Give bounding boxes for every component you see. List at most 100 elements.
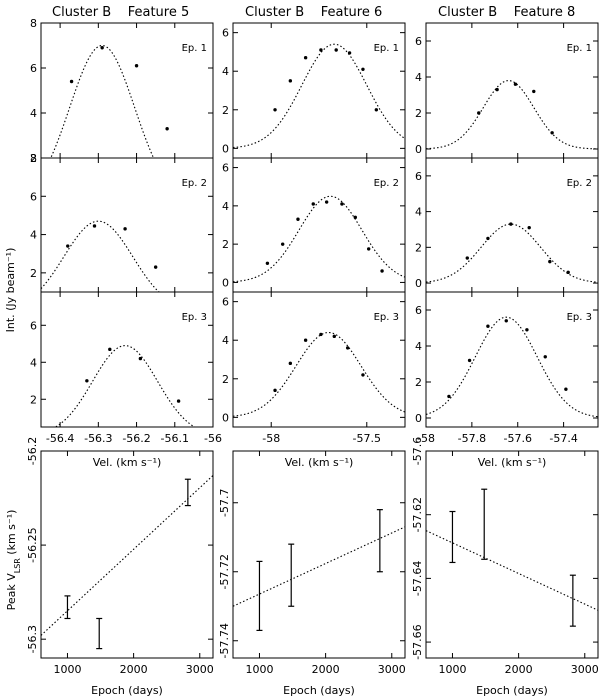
col2-panel0-ytick-label-2: 4 — [415, 71, 422, 84]
col2-epoch-panel-epoch-axis-label: Epoch (days) — [476, 684, 548, 697]
col0-panel0-data-point-2 — [134, 64, 139, 68]
col0-panel0-data-point-1 — [100, 46, 104, 50]
col1-epoch-panel-xtick-label-0: 1000 — [245, 663, 273, 676]
col2-epoch-panel-frame — [425, 450, 599, 659]
col1-panel0-data-point-2 — [303, 56, 308, 60]
col1-epoch-panel-epoch-axis-label: Epoch (days) — [283, 684, 355, 697]
col0-vel-tick-label-2: -56.2 — [122, 432, 150, 445]
col0-velocity-axis-label: Vel. (km s⁻¹) — [93, 456, 162, 469]
col0-epoch-panel-xtick-label-0: 1000 — [53, 663, 81, 676]
col0-epoch-panel-ytick-label-1: -56.25 — [26, 527, 39, 562]
col1-panel2-data-point-0 — [273, 388, 277, 393]
col1-panel2-ytick-label-1: 2 — [222, 373, 229, 386]
col2-panel0-fit-curve — [425, 80, 599, 150]
col2-panel0-data-point-1 — [495, 87, 499, 92]
col0-epoch-panel-ytick-label-2: -56.2 — [26, 437, 39, 465]
col2-panel0-ytick-label-0: 0 — [415, 143, 422, 156]
col0-panel0-ytick-label-0: 2 — [30, 152, 37, 165]
col1-panel2-ytick-label-0: 0 — [222, 411, 229, 424]
col2-epoch-panel-xtick-label-1: 2000 — [505, 663, 533, 676]
col1-panel2-frame — [232, 291, 406, 428]
col0-panel2-frame — [40, 291, 214, 428]
col2-vel-tick-label-0: -58 — [417, 432, 435, 445]
col0-vel-tick-label-3: -56.1 — [161, 432, 189, 445]
col0-panel2-ytick-label-0: 2 — [30, 393, 37, 406]
col1-panel0-ytick-label-2: 4 — [222, 65, 229, 78]
col0-panel1-fit-curve — [40, 220, 213, 293]
col0-panel2-ytick-label-2: 6 — [30, 319, 37, 332]
col2-vel-tick-label-3: -57.4 — [549, 432, 577, 445]
col1-panel0-data-point-1 — [288, 79, 293, 83]
col2-velocity-axis-label: Vel. (km s⁻¹) — [478, 456, 547, 469]
col1-panel2-data-point-1 — [288, 361, 293, 366]
col0-epoch-panel-fit-line — [40, 475, 214, 636]
col2-panel2-ytick-label-1: 2 — [415, 376, 422, 389]
col0-panel2-data-point-3 — [176, 399, 181, 403]
col1-panel1-ytick-label-2: 4 — [222, 200, 229, 213]
col2-panel0-ytick-label-1: 2 — [415, 107, 422, 120]
col2-panel1-data-point-0 — [465, 256, 469, 260]
col2-panel1-ytick-label-3: 6 — [415, 170, 422, 183]
col2-panel1-ytick-label-2: 4 — [415, 206, 422, 219]
col2-panel1-data-point-1 — [486, 236, 490, 241]
col1-panel0-data-point-4 — [334, 48, 338, 52]
col2-panel2-data-point-6 — [564, 387, 568, 391]
col1-panel0-data-point-0 — [273, 108, 277, 112]
col1-panel2-data-point-2 — [303, 338, 308, 342]
col1-panel1-data-point-2 — [296, 217, 300, 221]
col0-panel1-ytick-label-2: 6 — [30, 190, 37, 203]
col1-panel2-ytick-label-2: 4 — [222, 334, 229, 347]
col2-panel2-frame — [425, 291, 599, 428]
col1-panel0-epoch-label: Ep. 1 — [374, 43, 399, 54]
col0-epoch-panel-xtick-label-2: 3000 — [186, 663, 214, 676]
col1-epoch-panel-xtick-label-2: 3000 — [378, 663, 406, 676]
col2-panel1-ytick-label-0: 0 — [415, 277, 422, 290]
col1-vel-tick-label-1: -57.5 — [353, 432, 381, 445]
col1-panel2-data-point-4 — [332, 334, 336, 339]
col0-panel0-data-point-0 — [69, 79, 74, 84]
col2-epoch-panel-fit-line — [425, 530, 599, 611]
col2-epoch-panel-ytick-label-3: -57.6 — [411, 437, 424, 465]
col0-panel1-epoch-label: Ep. 2 — [182, 178, 207, 189]
col1-panel1-data-point-8 — [380, 269, 384, 273]
col0-panel0-data-point-3 — [165, 127, 169, 131]
intensity-axis-label: Int. (Jy beam⁻¹) — [4, 248, 17, 333]
col1-panel0-data-point-5 — [347, 51, 352, 55]
col1-panel1-data-point-6 — [353, 215, 358, 220]
col2-panel0-epoch-label: Ep. 1 — [567, 43, 592, 54]
col2-panel0-ytick-label-3: 6 — [415, 35, 422, 48]
col0-epoch-panel-xtick-label-1: 2000 — [120, 663, 148, 676]
col0-panel1-data-point-3 — [153, 265, 158, 269]
col2-panel0-data-point-2 — [513, 82, 518, 86]
col1-epoch-panel-ytick-label-1: -57.72 — [218, 554, 231, 589]
col0-panel1-ytick-label-0: 2 — [30, 267, 37, 280]
col2-panel2-data-point-1 — [467, 358, 472, 363]
col1-epoch-panel-xtick-label-1: 2000 — [312, 663, 340, 676]
col2-panel0-data-point-0 — [477, 111, 481, 115]
col1-panel2-data-point-6 — [361, 373, 365, 377]
col1-panel2-ytick-label-3: 6 — [222, 296, 229, 309]
col2-panel2-fit-curve — [425, 316, 599, 418]
column-title-feature-5: Cluster B Feature 5 — [52, 5, 189, 20]
col0-vel-tick-label-4: -56 — [204, 432, 222, 445]
col1-panel2-fit-curve — [232, 331, 406, 417]
col1-panel2-epoch-label: Ep. 3 — [374, 312, 399, 323]
col0-panel0-ytick-label-1: 4 — [30, 107, 37, 120]
col0-panel1-data-point-2 — [123, 227, 127, 231]
col0-panel0-ytick-label-3: 8 — [30, 17, 37, 30]
col0-panel0-epoch-label: Ep. 1 — [182, 43, 207, 54]
col2-epoch-panel-xtick-label-0: 1000 — [438, 663, 466, 676]
col0-panel0-fit-curve — [41, 44, 213, 159]
col2-panel2-data-point-3 — [504, 319, 508, 323]
column-title-feature-6: Cluster B Feature 6 — [245, 5, 382, 20]
col1-panel1-ytick-label-1: 2 — [222, 238, 229, 251]
col0-panel1-ytick-label-1: 4 — [30, 229, 37, 242]
col0-panel1-data-point-0 — [66, 244, 70, 248]
col1-panel1-ytick-label-0: 0 — [222, 276, 229, 289]
col1-vel-tick-label-0: -58 — [262, 432, 280, 445]
col2-panel2-data-point-4 — [525, 328, 529, 332]
col2-epoch-panel-ytick-label-2: -57.62 — [411, 497, 424, 532]
col2-vel-tick-label-1: -57.8 — [458, 432, 486, 445]
col2-panel1-data-point-4 — [548, 259, 552, 264]
col0-epoch-panel-frame — [40, 450, 214, 659]
